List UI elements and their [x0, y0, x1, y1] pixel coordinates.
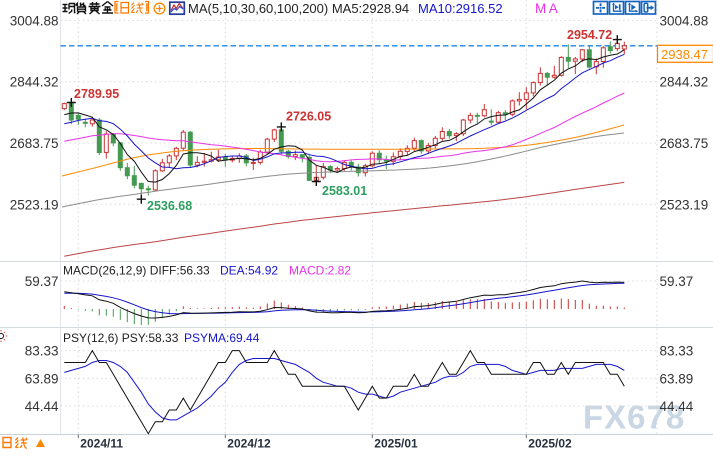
svg-text:83.33: 83.33: [660, 344, 694, 359]
svg-text:2726.05: 2726.05: [286, 110, 331, 124]
svg-text:2683.75: 2683.75: [10, 136, 59, 151]
svg-text:59.37: 59.37: [25, 274, 59, 289]
svg-text:2025/01: 2025/01: [374, 437, 418, 451]
svg-text:3004.88: 3004.88: [10, 13, 59, 28]
svg-text:63.89: 63.89: [25, 371, 59, 386]
svg-text:MA: MA: [535, 1, 560, 16]
svg-text:3004.88: 3004.88: [660, 13, 709, 28]
svg-text:2583.01: 2583.01: [322, 184, 367, 198]
svg-text:MACD:2.82: MACD:2.82: [289, 264, 351, 278]
svg-text:MACD(26,12,9) DIFF:56.33: MACD(26,12,9) DIFF:56.33: [63, 264, 210, 278]
svg-text:83.33: 83.33: [25, 344, 59, 359]
svg-text:44.44: 44.44: [25, 399, 59, 414]
svg-text:2523.19: 2523.19: [10, 197, 59, 212]
svg-text:DEA:54.92: DEA:54.92: [220, 264, 278, 278]
svg-text:2954.72: 2954.72: [567, 28, 612, 42]
svg-text:44.44: 44.44: [660, 399, 694, 414]
svg-text:2683.75: 2683.75: [660, 136, 709, 151]
svg-text:2025/02: 2025/02: [528, 437, 572, 451]
svg-text:59.37: 59.37: [660, 274, 694, 289]
svg-text:MA10:2916.52: MA10:2916.52: [418, 1, 503, 16]
svg-text:2938.47: 2938.47: [661, 47, 708, 62]
svg-text:PSYMA:69.44: PSYMA:69.44: [184, 331, 260, 345]
svg-text:2844.32: 2844.32: [660, 75, 709, 90]
svg-text:2844.32: 2844.32: [10, 75, 59, 90]
svg-text:2789.95: 2789.95: [74, 87, 119, 101]
svg-text:2024/11: 2024/11: [80, 437, 123, 451]
svg-text:MA(5,10,30,60,100,200) MA5:292: MA(5,10,30,60,100,200) MA5:2928.94: [188, 1, 409, 16]
svg-text:63.89: 63.89: [660, 371, 694, 386]
svg-text:2536.68: 2536.68: [147, 199, 192, 213]
svg-text:PSY(12,6) PSY:58.33: PSY(12,6) PSY:58.33: [63, 331, 179, 345]
svg-text:2523.19: 2523.19: [660, 197, 709, 212]
svg-text:2024/12: 2024/12: [227, 437, 271, 451]
